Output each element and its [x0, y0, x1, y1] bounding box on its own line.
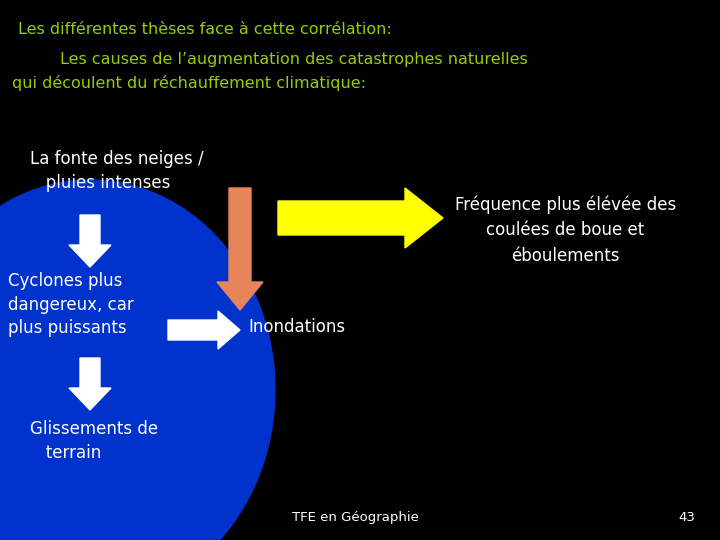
FancyArrow shape — [278, 188, 443, 248]
Text: Fréquence plus élévée des
coulées de boue et
éboulements: Fréquence plus élévée des coulées de bou… — [455, 195, 676, 265]
Text: Les différentes thèses face à cette corrélation:: Les différentes thèses face à cette corr… — [18, 22, 392, 37]
Ellipse shape — [0, 180, 275, 540]
Text: Glissements de
   terrain: Glissements de terrain — [30, 420, 158, 462]
Text: qui découlent du réchauffement climatique:: qui découlent du réchauffement climatiqu… — [12, 75, 366, 91]
FancyArrow shape — [217, 188, 263, 310]
FancyArrow shape — [168, 311, 240, 349]
FancyArrow shape — [69, 215, 111, 267]
Text: Cyclones plus
dangereux, car
plus puissants: Cyclones plus dangereux, car plus puissa… — [8, 272, 134, 337]
Text: TFE en Géographie: TFE en Géographie — [292, 511, 418, 524]
Text: La fonte des neiges /
   pluies intenses: La fonte des neiges / pluies intenses — [30, 150, 204, 192]
Text: 43: 43 — [678, 511, 695, 524]
Text: Inondations: Inondations — [248, 318, 345, 336]
Text: Les causes de l’augmentation des catastrophes naturelles: Les causes de l’augmentation des catastr… — [60, 52, 528, 67]
FancyArrow shape — [69, 358, 111, 410]
